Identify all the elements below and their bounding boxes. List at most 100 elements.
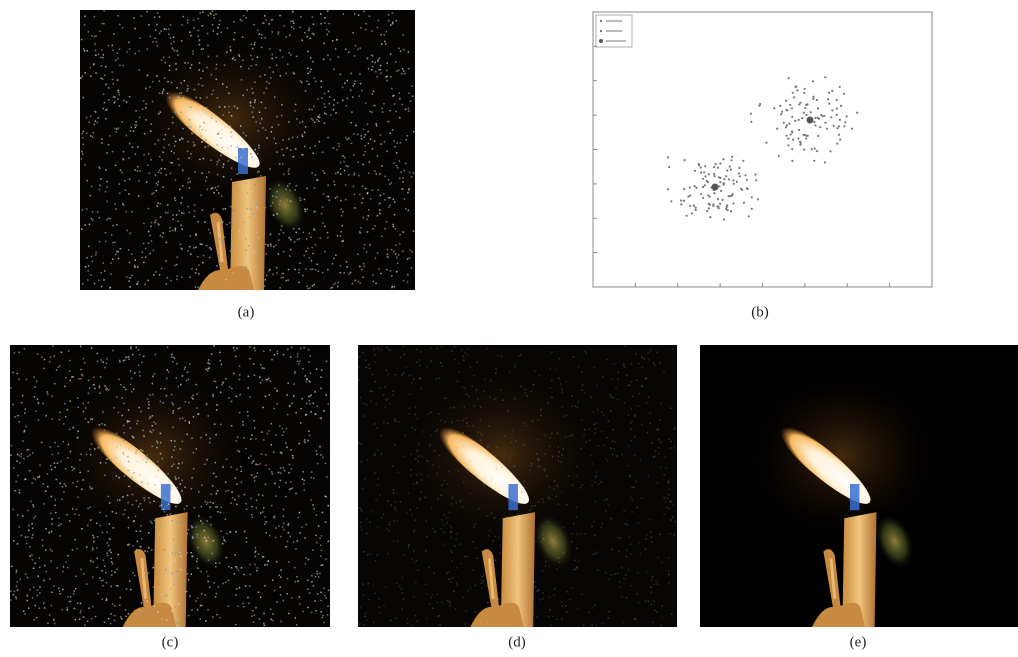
noise-dot [304, 480, 306, 482]
noise-dot [393, 489, 395, 491]
noise-dot [379, 213, 381, 215]
noise-dot [199, 39, 201, 41]
noise-dot [383, 395, 385, 397]
noise-dot [324, 251, 326, 253]
scatter-point [680, 203, 682, 205]
legend-marker [599, 39, 603, 43]
noise-dot [12, 404, 14, 406]
noise-dot [22, 515, 24, 517]
noise-dot [455, 539, 457, 541]
noise-dot [69, 360, 71, 362]
noise-dot [119, 361, 121, 363]
noise-dot [90, 519, 92, 521]
noise-dot [88, 31, 90, 32]
noise-dot [190, 254, 192, 256]
noise-dot [294, 241, 296, 243]
noise-dot [363, 403, 365, 405]
noise-dot [324, 595, 326, 597]
scatter-point [725, 175, 727, 177]
noise-dot [445, 398, 447, 400]
noise-dot [374, 593, 376, 595]
noise-dot [138, 349, 140, 351]
noise-dot [358, 442, 360, 444]
noise-dot [249, 564, 251, 566]
noise-dot [286, 447, 288, 449]
noise-dot [113, 527, 115, 529]
noise-dot [156, 41, 158, 43]
scatter-point [817, 135, 819, 137]
noise-dot [257, 171, 259, 173]
noise-dot [448, 471, 450, 473]
noise-dot [309, 287, 311, 289]
noise-dot [201, 141, 203, 143]
noise-dot [466, 439, 468, 441]
noise-dot [213, 30, 215, 32]
noise-dot [228, 160, 230, 162]
noise-dot [509, 457, 511, 459]
noise-dot [265, 454, 267, 456]
noise-dot [362, 584, 364, 586]
noise-dot [404, 554, 406, 556]
noise-dot [668, 570, 670, 572]
scatter-point [689, 195, 691, 197]
noise-dot [130, 233, 132, 235]
scatter-point [788, 77, 790, 79]
noise-dot [107, 542, 109, 544]
noise-dot [80, 453, 82, 455]
noise-dot [78, 407, 80, 409]
noise-dot [164, 28, 166, 30]
noise-dot [660, 467, 662, 469]
noise-dot [207, 576, 209, 578]
noise-dot [39, 557, 41, 559]
noise-dot [76, 548, 78, 550]
noise-dot [309, 381, 311, 383]
noise-dot [194, 210, 196, 212]
noise-dot [656, 580, 658, 582]
noise-dot [202, 85, 204, 87]
scatter-point [695, 207, 697, 209]
noise-dot [452, 497, 454, 499]
noise-dot [194, 144, 196, 146]
noise-dot [371, 111, 373, 113]
noise-dot [204, 530, 206, 532]
noise-dot [126, 276, 128, 278]
noise-dot [288, 170, 290, 172]
noise-dot [649, 519, 651, 521]
noise-dot [88, 470, 90, 472]
noise-dot [415, 458, 417, 460]
noise-dot [461, 349, 463, 351]
noise-dot [126, 588, 128, 590]
noise-dot [253, 251, 255, 253]
noise-dot [390, 76, 392, 78]
noise-dot [556, 369, 558, 371]
noise-dot [393, 226, 395, 228]
scatter-point [831, 109, 833, 111]
noise-dot [29, 470, 31, 472]
noise-dot [182, 417, 184, 419]
noise-dot [333, 284, 335, 286]
noise-dot [667, 498, 669, 500]
noise-dot [169, 227, 171, 229]
noise-dot [516, 548, 518, 550]
noise-dot [181, 544, 183, 546]
noise-dot [42, 545, 44, 547]
noise-dot [266, 564, 268, 566]
noise-dot [430, 412, 432, 414]
noise-dot [523, 519, 525, 521]
noise-dot [328, 31, 330, 33]
noise-dot [651, 592, 653, 594]
noise-dot [197, 36, 199, 38]
noise-dot [611, 397, 613, 399]
noise-dot [255, 438, 257, 440]
noise-dot [543, 538, 545, 540]
noise-dot [126, 51, 128, 53]
noise-dot [16, 461, 18, 463]
noise-dot [160, 235, 162, 237]
noise-dot [128, 281, 130, 283]
figure: (a) (b) (c) (d) (e) [0, 0, 1018, 652]
noise-dot [10, 591, 12, 593]
noise-dot [237, 437, 239, 439]
noise-dot [34, 386, 36, 388]
noise-dot [101, 65, 103, 67]
noise-dot [208, 537, 210, 539]
